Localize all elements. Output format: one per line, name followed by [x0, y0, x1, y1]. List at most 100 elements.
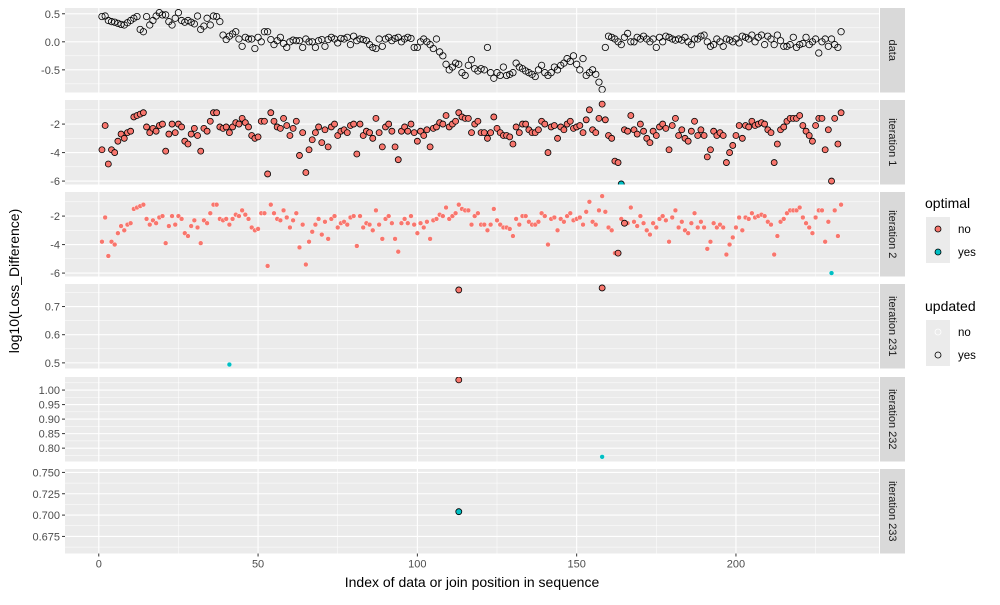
data-point [509, 69, 517, 77]
data-point [592, 70, 600, 78]
data-point [194, 224, 201, 231]
data-point [624, 29, 632, 38]
data-point [598, 85, 606, 93]
data-point [239, 207, 245, 213]
data-point [762, 213, 768, 219]
data-point [142, 12, 151, 21]
data-point [653, 224, 659, 231]
panel-iteration-231: 0.7 0.6 0.5 iteration 231 [45, 284, 905, 370]
y-tick-label: 0.700 [32, 510, 60, 522]
data-point [322, 219, 328, 225]
panel-data: 0.5 0.0 -0.5 data [41, 8, 905, 93]
data-point [147, 222, 153, 228]
data-point [586, 199, 593, 205]
panel-background [65, 284, 879, 369]
data-point [512, 123, 520, 131]
data-point [687, 41, 695, 49]
facet-strip [880, 469, 905, 554]
data-point [545, 241, 551, 248]
data-point [206, 21, 214, 29]
data-point [544, 149, 552, 156]
y-tick-label: 0.725 [32, 489, 60, 501]
data-point [226, 222, 232, 228]
data-point [749, 210, 755, 216]
y-tick-label: -2 [50, 119, 60, 131]
data-point [214, 202, 220, 208]
data-point [271, 210, 277, 216]
data-point [490, 74, 498, 82]
data-point [226, 361, 232, 368]
facet-strip [880, 8, 905, 93]
data-point [837, 28, 845, 36]
data-point [309, 229, 315, 235]
data-point [287, 224, 293, 231]
legend-optimal-no-label: no [958, 224, 971, 236]
data-point [580, 222, 586, 228]
data-point [550, 122, 558, 129]
data-point [223, 216, 229, 222]
data-point [812, 122, 820, 129]
points-group [455, 377, 605, 460]
data-point [255, 226, 261, 232]
data-point [538, 61, 546, 69]
y-tick-label: 0.5 [45, 358, 60, 370]
data-point [296, 152, 303, 159]
data-point [276, 33, 284, 41]
data-point [818, 114, 826, 122]
data-point [209, 12, 218, 20]
data-point [319, 232, 325, 238]
data-point [260, 28, 269, 36]
data-point [595, 78, 603, 86]
data-point [169, 213, 175, 219]
data-point [244, 35, 253, 43]
data-point [598, 284, 606, 292]
data-point [703, 153, 711, 161]
data-point [726, 149, 733, 156]
data-point [292, 37, 300, 45]
data-point [507, 226, 513, 232]
data-point [331, 213, 338, 219]
data-point [499, 63, 507, 71]
data-point [140, 202, 146, 208]
data-point [773, 140, 781, 148]
data-point [628, 204, 634, 211]
data-point [617, 41, 625, 49]
data-point [143, 216, 150, 222]
data-point [675, 132, 683, 139]
data-point [691, 117, 698, 125]
data-point [101, 122, 109, 129]
data-point [261, 117, 268, 125]
data-point [395, 249, 401, 255]
data-point [354, 243, 360, 249]
data-point [267, 109, 275, 117]
data-point [601, 116, 609, 124]
data-point [652, 43, 660, 52]
data-point [216, 18, 224, 26]
data-point [487, 129, 495, 137]
data-point [105, 253, 111, 259]
data-point [452, 210, 459, 216]
data-point [190, 124, 198, 132]
data-point [197, 147, 205, 155]
data-point [158, 11, 167, 19]
data-point [277, 217, 283, 223]
data-point [369, 43, 377, 52]
data-point [321, 126, 329, 134]
data-point [178, 123, 186, 131]
panel-iteration-232: 1.00 0.95 0.90 0.85 0.80 iteration 232 [39, 377, 905, 462]
data-point [510, 233, 516, 239]
data-point [303, 261, 309, 268]
data-point [776, 37, 785, 45]
data-point [604, 32, 613, 40]
y-tick-label: 1.00 [39, 385, 60, 397]
data-point [264, 170, 272, 178]
data-point [797, 204, 803, 211]
data-point [828, 177, 835, 185]
x-axis-title: Index of data or join position in sequen… [345, 574, 600, 590]
data-point [805, 132, 813, 139]
facet-strip [880, 377, 905, 462]
data-point [356, 120, 364, 128]
data-point [324, 143, 332, 151]
data-point [770, 41, 778, 49]
data-point [669, 214, 675, 221]
